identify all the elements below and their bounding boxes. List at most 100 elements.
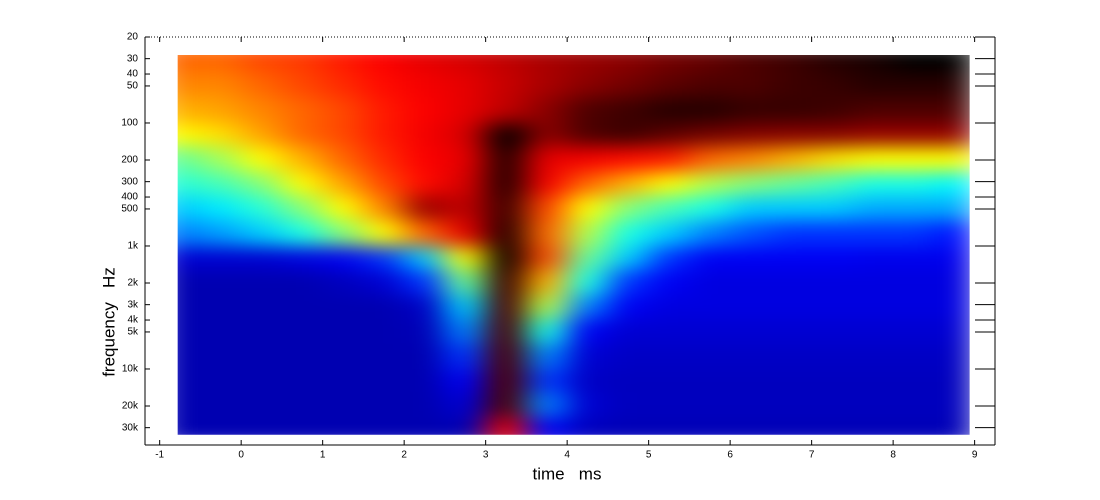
heat-cell (607, 392, 650, 421)
heat-cell (893, 146, 935, 175)
heat-cell (689, 171, 731, 200)
heat-cell (241, 269, 283, 298)
heat-cell (567, 72, 609, 101)
heat-cell (241, 343, 283, 372)
y-tick-label: 4k (127, 315, 139, 326)
heat-cell (322, 294, 364, 323)
heat-cell (404, 269, 446, 298)
heat-cell (770, 171, 813, 200)
heat-cell (770, 72, 813, 101)
y-tick-label: 1k (127, 241, 139, 252)
heat-cell (689, 294, 731, 323)
heat-cell (893, 220, 935, 249)
heat-cell (689, 146, 731, 175)
heat-cell (811, 392, 853, 421)
heat-cell (607, 171, 650, 200)
heat-cell (526, 269, 568, 298)
heat-cell (200, 318, 242, 347)
heat-cell (648, 171, 690, 200)
heat-cell (526, 294, 568, 323)
heat-cell (648, 220, 690, 249)
heat-cell (281, 72, 324, 101)
heat-cell (648, 195, 690, 224)
heat-cell (689, 72, 731, 101)
heat-cell (648, 72, 690, 101)
heat-cell (444, 269, 487, 298)
heat-cell (322, 269, 364, 298)
heat-cell (444, 195, 487, 224)
y-tick-label: 300 (121, 176, 138, 187)
heat-cell (607, 294, 650, 323)
y-tick-label: 30 (127, 53, 139, 64)
heat-cell (607, 72, 650, 101)
heat-cell (444, 294, 487, 323)
heat-cell (893, 294, 935, 323)
heat-cell (526, 318, 568, 347)
heat-cell (852, 72, 894, 101)
heat-cell (852, 146, 894, 175)
heat-cell (281, 318, 324, 347)
heat-cell (567, 318, 609, 347)
heat-cell (852, 392, 894, 421)
heat-cell (933, 294, 970, 323)
heat-cell (648, 146, 690, 175)
heat-cell (404, 392, 446, 421)
y-tick-label: 30k (122, 422, 139, 433)
heat-cell (893, 171, 935, 200)
heat-cell (567, 220, 609, 249)
heat-cell (404, 97, 446, 126)
heat-cell (200, 343, 242, 372)
heat-cell (730, 195, 772, 224)
heat-cell (404, 318, 446, 347)
heat-cell (607, 55, 650, 73)
heat-cell (177, 146, 201, 175)
heat-cell (363, 55, 405, 73)
heat-cell (933, 171, 970, 200)
heat-cell (730, 171, 772, 200)
heat-cell (689, 97, 731, 126)
heat-cell (893, 343, 935, 372)
heat-cell (200, 294, 242, 323)
heat-cell (526, 171, 568, 200)
heat-cell (177, 195, 201, 224)
heat-cell (730, 220, 772, 249)
heat-cell (852, 343, 894, 372)
heat-cell (404, 417, 446, 435)
heat-cell (322, 220, 364, 249)
heat-cell (770, 417, 813, 435)
heat-cell (281, 269, 324, 298)
heat-cell (648, 97, 690, 126)
heat-cell (730, 294, 772, 323)
heat-cell (770, 392, 813, 421)
heat-cell (177, 417, 201, 435)
heat-cell (893, 392, 935, 421)
heat-cell (200, 97, 242, 126)
heat-cell (404, 55, 446, 73)
y-tick-label: 50 (127, 81, 139, 92)
heat-cell (893, 417, 935, 435)
heat-cell (363, 294, 405, 323)
heat-cell (811, 195, 853, 224)
heat-cell (485, 195, 527, 224)
heat-cell (200, 417, 242, 435)
heat-cell (322, 171, 364, 200)
heat-cell (648, 318, 690, 347)
heat-cell (281, 97, 324, 126)
heat-cell (689, 269, 731, 298)
y-tick-label: 2k (127, 278, 139, 289)
heat-cell (241, 55, 283, 73)
y-tick-label: 500 (121, 204, 138, 215)
heat-cell (567, 55, 609, 73)
heat-cell (177, 72, 201, 101)
heat-cell (444, 171, 487, 200)
heat-cell (444, 146, 487, 175)
heat-cell (322, 195, 364, 224)
heat-cell (177, 171, 201, 200)
heat-cell (730, 343, 772, 372)
heat-cell (770, 294, 813, 323)
heat-cell (444, 72, 487, 101)
heat-cell (363, 318, 405, 347)
heat-cell (689, 343, 731, 372)
heat-cell (811, 97, 853, 126)
heat-cell (770, 55, 813, 73)
